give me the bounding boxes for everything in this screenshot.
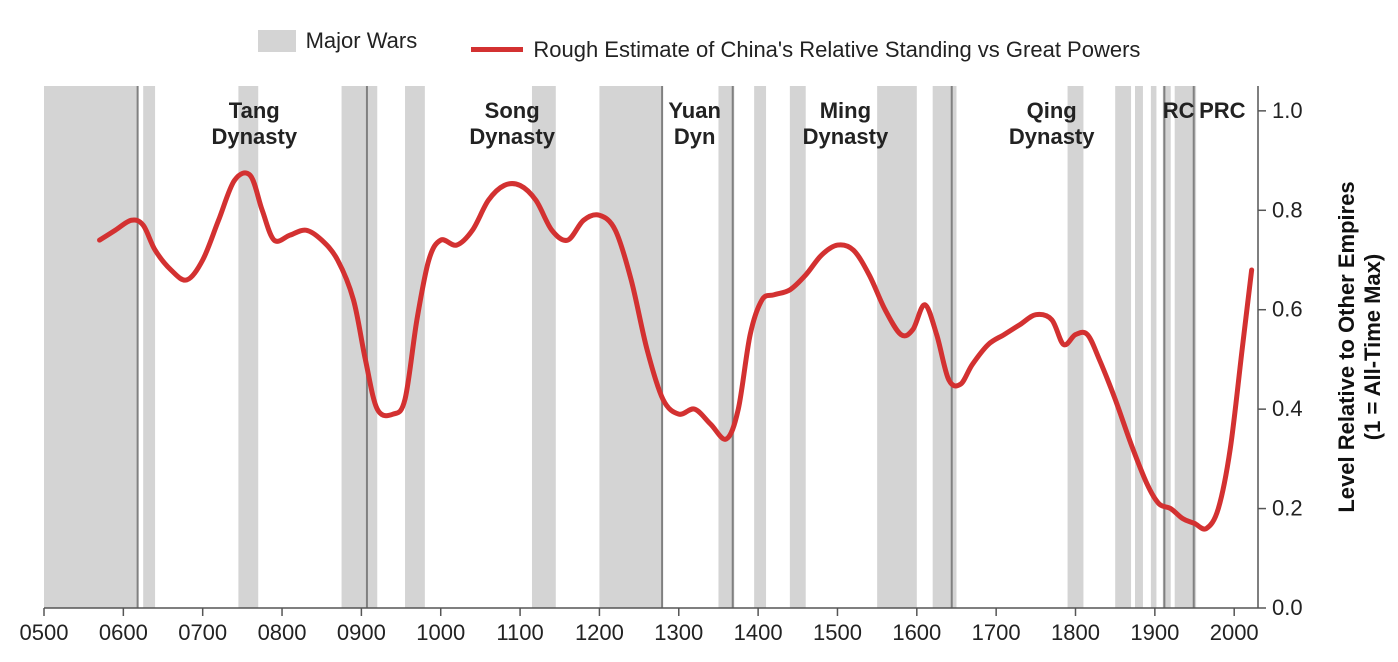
chart-legend: Major Wars Rough Estimate of China's Rel…	[0, 28, 1398, 63]
x-tick-label: 1600	[892, 620, 941, 645]
y-axis-title-line2: (1 = All-Time Max)	[1360, 254, 1385, 440]
y-tick-label: 0.2	[1272, 496, 1303, 521]
dynasty-label: Dynasty	[211, 124, 297, 149]
x-tick-label: 1900	[1130, 620, 1179, 645]
dynasty-label: Dyn	[674, 124, 716, 149]
y-tick-label: 0.4	[1272, 396, 1303, 421]
x-tick-label: 1000	[416, 620, 465, 645]
war-band	[877, 86, 917, 608]
x-tick-label: 1200	[575, 620, 624, 645]
legend-wars-swatch	[258, 30, 296, 52]
x-tick-label: 2000	[1210, 620, 1259, 645]
war-band	[790, 86, 806, 608]
x-tick-label: 1800	[1051, 620, 1100, 645]
y-tick-label: 1.0	[1272, 98, 1303, 123]
dynasty-label: Tang	[229, 98, 280, 123]
war-band	[238, 86, 258, 608]
x-tick-label: 0700	[178, 620, 227, 645]
war-band	[1135, 86, 1143, 608]
dynasty-label: RC	[1163, 98, 1195, 123]
chart-svg: 0500 0600 0700 0800 0900 1000 1100 1200 1300 1400…	[0, 0, 1398, 662]
y-tick-label: 0.8	[1272, 197, 1303, 222]
war-band	[1115, 86, 1131, 608]
y-tick-label: 0.6	[1272, 297, 1303, 322]
war-band	[1068, 86, 1084, 608]
x-tick-label: 0900	[337, 620, 386, 645]
china-standing-chart: Major Wars Rough Estimate of China's Rel…	[0, 0, 1398, 662]
dynasty-label: Qing	[1027, 98, 1077, 123]
dynasty-label: Dynasty	[803, 124, 889, 149]
war-band	[933, 86, 957, 608]
x-tick-label: 0800	[258, 620, 307, 645]
legend-line: Rough Estimate of China's Relative Stand…	[471, 37, 1140, 63]
dynasty-label: Yuan	[668, 98, 721, 123]
legend-wars: Major Wars	[258, 28, 418, 54]
x-tick-label: 0500	[20, 620, 69, 645]
dynasty-label: Dynasty	[469, 124, 555, 149]
x-tick-label: 1400	[734, 620, 783, 645]
x-tick-label: 1300	[654, 620, 703, 645]
x-tick-label: 1100	[496, 620, 543, 645]
x-tick-label: 1700	[972, 620, 1021, 645]
war-band	[754, 86, 766, 608]
dynasty-label: Dynasty	[1009, 124, 1095, 149]
y-axis-title-line1: Level Relative to Other Empires	[1334, 181, 1359, 512]
war-band	[342, 86, 378, 608]
dynasty-label: Song	[485, 98, 540, 123]
legend-line-swatch	[471, 47, 523, 52]
dynasty-label: PRC	[1199, 98, 1246, 123]
war-band	[532, 86, 556, 608]
war-band	[143, 86, 155, 608]
legend-line-label: Rough Estimate of China's Relative Stand…	[533, 37, 1140, 63]
war-band	[1151, 86, 1157, 608]
y-tick-label: 0.0	[1272, 595, 1303, 620]
war-band	[599, 86, 662, 608]
legend-wars-label: Major Wars	[306, 28, 418, 54]
war-band	[44, 86, 138, 608]
x-tick-label: 0600	[99, 620, 148, 645]
dynasty-label: Ming	[820, 98, 871, 123]
x-tick-label: 1500	[813, 620, 862, 645]
